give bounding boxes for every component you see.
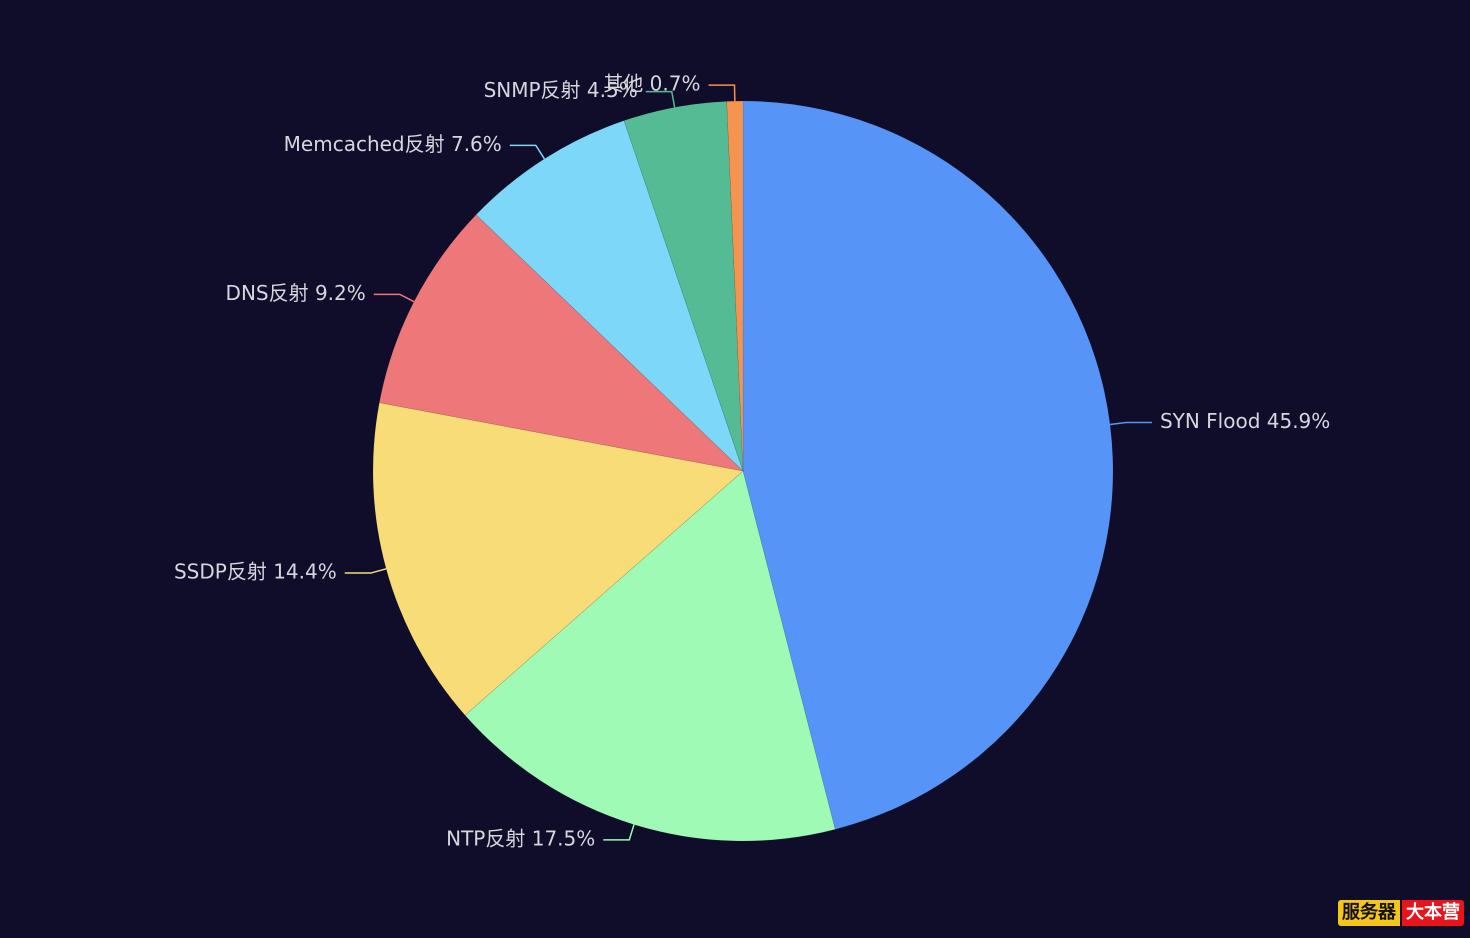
leader-line-dns [373,293,415,303]
pie-slice-ssdp[interactable] [372,402,744,716]
watermark-logo: 服务器 大本营 [1338,900,1464,926]
slice-label-ssdp: SSDP反射 14.4% [174,560,337,584]
pie-slice-syn-flood[interactable] [742,100,1114,830]
watermark-left-text: 服务器 [1338,900,1400,926]
slice-labels: SYN Flood 45.9% NTP反射 17.5% SSDP反射 14.4% DN… [174,72,1330,851]
slice-label-slice-6: 其他 0.7% [603,72,700,96]
leader-line-snmp [645,90,676,108]
leader-line-syn-flood [1109,421,1152,426]
slice-label-syn-flood: SYN Flood 45.9% [1160,409,1330,433]
pie-slice-ntp[interactable] [464,470,836,842]
leader-line-memcached [509,144,546,160]
slice-label-snmp: SNMP反射 4.5% [484,78,638,102]
label-leader-lines [344,84,1152,841]
pie-slices [372,100,1114,842]
slice-label-memcached: Memcached反射 7.6% [284,132,502,156]
leader-line-slice-6 [708,84,736,102]
pie-slice-snmp[interactable] [623,101,744,472]
watermark-right-text: 大本营 [1402,900,1464,926]
slice-label-ntp: NTP反射 17.5% [446,826,595,850]
slice-label-dns: DNS反射 9.2% [226,281,366,305]
leader-line-ssdp [344,568,387,574]
leader-line-ntp [603,824,635,841]
